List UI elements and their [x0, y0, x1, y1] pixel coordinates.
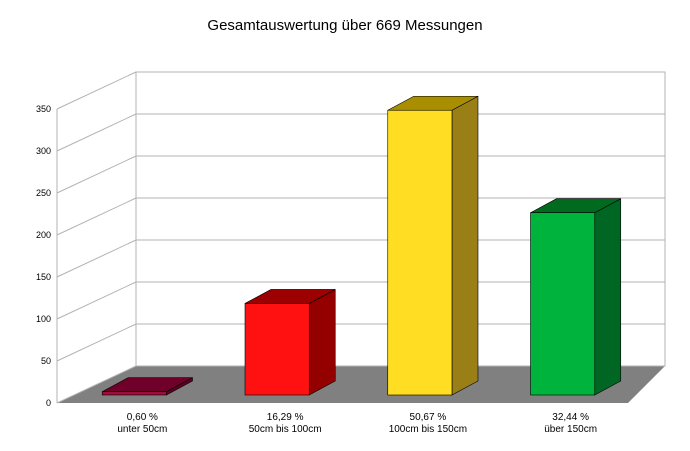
gridline-side: [56, 197, 137, 236]
y-tick-label: 50: [41, 356, 51, 366]
gridline-side: [56, 239, 137, 278]
chart-floor: [57, 366, 665, 403]
gridline-side: [56, 365, 137, 404]
bar-front-face: [387, 109, 453, 396]
bar-1: [101, 377, 193, 396]
y-tick-label: 150: [36, 272, 51, 282]
floor-plane: [57, 366, 665, 403]
bar-percent-label: 50,67 %: [410, 412, 447, 423]
bar-front-face: [244, 303, 310, 396]
y-tick-label: 350: [36, 104, 51, 114]
bar-2: [244, 288, 336, 396]
gridline-side: [56, 113, 137, 152]
category-labels: 0,60 %unter 50cm 16,29 %50cm bis 100cm 50,…: [117, 412, 597, 435]
gridline-side: [56, 281, 137, 320]
y-axis: 0 50 100 150 200 250 300 350: [36, 104, 51, 408]
category-label: über 150cm: [544, 424, 597, 435]
bar-percent-label: 32,44 %: [552, 412, 589, 423]
bar-side-face: [594, 198, 622, 396]
category-label: 100cm bis 150cm: [389, 424, 467, 435]
gridline-side: [56, 323, 137, 362]
bar-side-face: [451, 95, 479, 396]
bar-4: [530, 198, 622, 396]
bar-3: [387, 95, 479, 396]
y-tick-label: 300: [36, 146, 51, 156]
gridline-side: [56, 71, 137, 110]
gridline-side: [56, 155, 137, 194]
bar-front-face: [101, 391, 167, 396]
bar-side-face: [308, 288, 336, 396]
chart-title: Gesamtauswertung über 669 Messungen: [207, 17, 482, 34]
category-label: 50cm bis 100cm: [249, 424, 322, 435]
bar-front-face: [530, 212, 596, 396]
bar-percent-label: 16,29 %: [267, 412, 304, 423]
y-tick-label: 0: [46, 398, 51, 408]
y-tick-label: 250: [36, 188, 51, 198]
bar-percent-label: 0,60 %: [127, 412, 158, 423]
y-tick-label: 100: [36, 314, 51, 324]
y-tick-label: 200: [36, 230, 51, 240]
bars: [101, 95, 622, 396]
category-label: unter 50cm: [117, 424, 167, 435]
